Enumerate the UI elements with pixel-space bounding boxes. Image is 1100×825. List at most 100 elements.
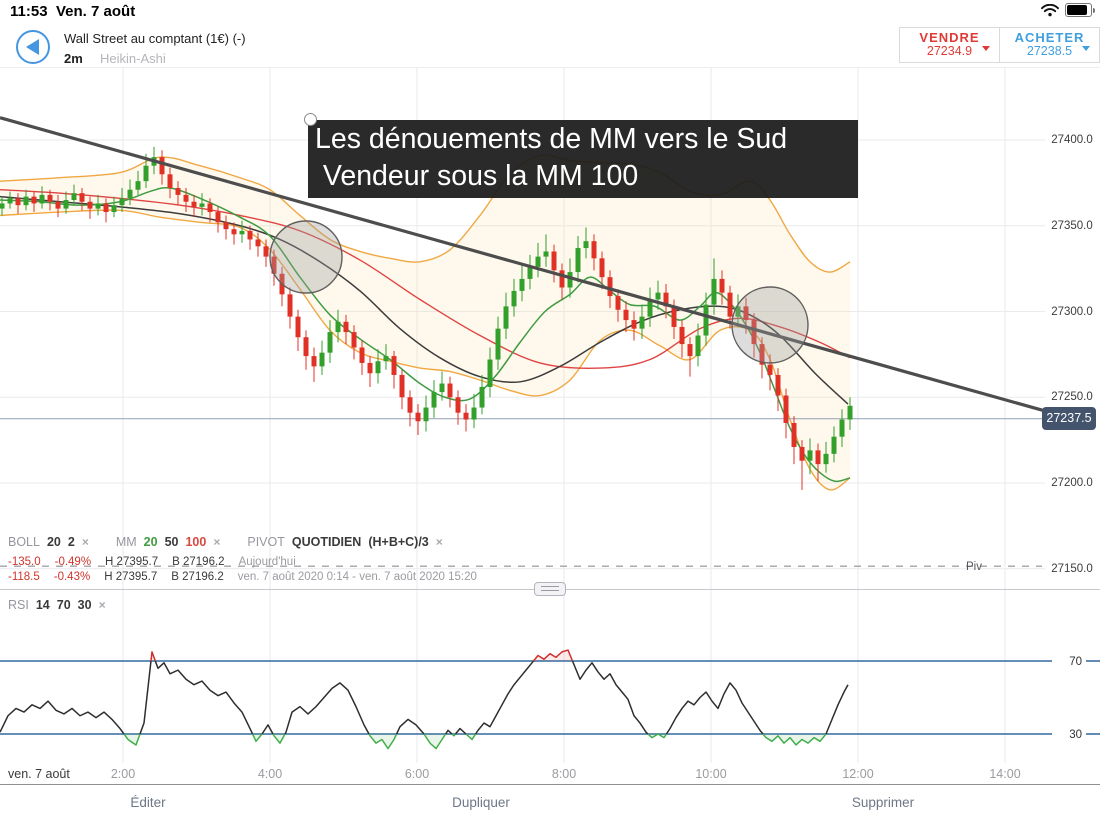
rsi-line — [454, 727, 467, 735]
mm-close-icon[interactable]: × — [213, 535, 221, 549]
candle-body — [255, 239, 261, 247]
candle-body — [319, 352, 325, 367]
rsi-line — [532, 649, 574, 662]
candle-body — [471, 407, 477, 420]
battery-icon — [1065, 3, 1095, 17]
candle-body — [71, 193, 77, 201]
candle-body — [39, 194, 45, 204]
candle-body — [271, 256, 277, 274]
buy-label: ACHETER — [1014, 29, 1085, 45]
visible-change-points: -118.5 — [8, 571, 40, 583]
rsi-lower-label: 30 — [1069, 729, 1082, 741]
panel-resize-handle[interactable] — [534, 582, 566, 596]
pivot-param-1: QUOTIDIEN — [291, 535, 362, 549]
candle-body — [191, 201, 197, 207]
indicator-pivot[interactable]: PIVOT QUOTIDIEN (H+B+C)/3 × — [247, 535, 442, 549]
candle-body — [231, 229, 237, 235]
chart-style-selector[interactable]: Heikin-Ashi — [100, 51, 166, 66]
candle-body — [431, 392, 437, 408]
candle-body — [719, 278, 725, 293]
sell-label: VENDRE — [919, 29, 980, 45]
sell-button[interactable]: VENDRE 27234.9 — [900, 28, 1000, 62]
stats-row-today: -135.0 -0.49% H 27395.7 B 27196.2 Aujour… — [8, 556, 296, 568]
indicator-boll[interactable]: BOLL 20 2 × — [8, 535, 89, 549]
candle-body — [655, 292, 661, 300]
trendline-drawing[interactable] — [0, 116, 1046, 413]
candle-body — [223, 222, 229, 230]
candle-body — [679, 326, 685, 345]
price-tick-label: 27400.0 — [1051, 134, 1093, 146]
indicator-rsi[interactable]: RSI 14 70 30 × — [8, 598, 106, 612]
change-points: -135.0 — [8, 556, 41, 568]
rsi-oversold-fill — [124, 734, 140, 745]
candle-body — [711, 278, 717, 305]
candle-body — [183, 194, 189, 202]
candle-body — [775, 374, 781, 396]
candle-body — [63, 200, 69, 209]
candle-body — [583, 241, 589, 249]
duplicate-button[interactable]: Dupliquer — [452, 795, 510, 810]
candle-body — [695, 335, 701, 357]
rsi-line — [0, 700, 125, 735]
time-tick-label: 4:00 — [257, 767, 283, 781]
buy-button[interactable]: ACHETER 27238.5 — [1000, 28, 1099, 62]
indicator-mm[interactable]: MM 20 50 100 × — [116, 535, 221, 549]
candle-body — [543, 251, 549, 257]
candle-body — [15, 198, 21, 206]
rsi-line — [261, 724, 274, 735]
candle-body — [847, 405, 853, 420]
annotation-line2: Vendeur sous la MM 100 — [315, 160, 639, 192]
mm-param-100: 100 — [185, 535, 207, 549]
candle-body — [215, 212, 221, 223]
rsi-upper-label: 70 — [1069, 656, 1082, 668]
candle-body — [143, 165, 149, 182]
rsi-oversold-fill — [424, 734, 446, 749]
price-tick-label: 27200.0 — [1051, 477, 1093, 489]
rsi-line — [665, 682, 764, 735]
back-button[interactable] — [16, 30, 50, 64]
candle-body — [783, 395, 789, 423]
candle-body — [799, 446, 805, 461]
candle-body — [0, 203, 5, 209]
text-annotation[interactable]: Les dénouements de MM vers le Sud Vendeu… — [308, 120, 858, 198]
indicator-legend-row: BOLL 20 2 × MM 20 50 100 × PIVOT QUOTIDI… — [8, 535, 470, 549]
rsi-label: RSI — [8, 598, 29, 612]
rsi-line — [139, 660, 152, 735]
candle-body — [135, 181, 141, 190]
candle-body — [767, 364, 773, 375]
ellipse-highlight-drawing[interactable] — [269, 220, 343, 294]
ellipse-highlight-drawing[interactable] — [731, 286, 809, 364]
delete-button[interactable]: Supprimer — [851, 795, 915, 810]
bottom-toolbar: Éditer Dupliquer Supprimer — [0, 784, 1100, 825]
price-tick-label: 27150.0 — [1051, 562, 1093, 575]
candle-body — [495, 328, 501, 360]
candle-body — [567, 272, 573, 288]
candle-body — [367, 362, 373, 374]
timeframe-selector[interactable]: 2m — [64, 51, 83, 66]
rsi-line — [571, 660, 649, 735]
candle-body — [239, 230, 245, 235]
instrument-title[interactable]: Wall Street au comptant (1€) (-) — [64, 31, 246, 46]
candle-body — [519, 278, 525, 291]
boll-close-icon[interactable]: × — [81, 535, 89, 549]
candle-body — [839, 419, 845, 437]
status-time: 11:53 — [10, 3, 48, 20]
change-percent: -0.49% — [54, 556, 92, 568]
candle-body — [639, 316, 645, 329]
edit-button[interactable]: Éditer — [130, 795, 166, 810]
candle-body — [463, 412, 469, 420]
annotation-drag-handle[interactable] — [304, 113, 317, 126]
candle-body — [559, 270, 565, 288]
rsi-close-icon[interactable]: × — [98, 598, 106, 612]
candle-body — [415, 412, 421, 422]
rsi-line — [762, 733, 827, 746]
candle-body — [527, 266, 533, 279]
pivot-close-icon[interactable]: × — [435, 535, 443, 549]
annotation-line1: Les dénouements de MM vers le Sud — [315, 123, 788, 155]
candle-body — [687, 344, 693, 357]
candle-body — [671, 306, 677, 327]
rsi-line — [474, 660, 535, 735]
candle-body — [823, 453, 829, 465]
